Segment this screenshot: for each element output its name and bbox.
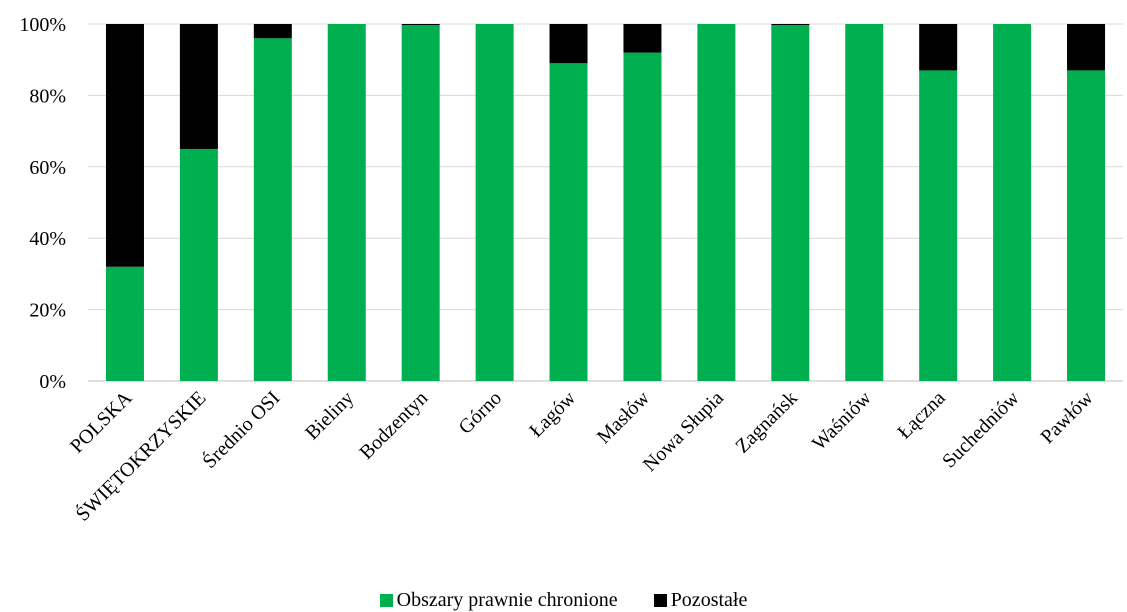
bar-segment-other — [549, 24, 588, 64]
x-tick-label: Łączna — [893, 387, 949, 443]
y-tick-label: 100% — [19, 14, 66, 36]
x-tick-label: Średnio OSI — [197, 386, 284, 473]
y-tick-label: 80% — [29, 85, 66, 107]
bar-segment-other — [1067, 24, 1106, 71]
x-tick-label: Bieliny — [301, 387, 358, 444]
bar-segment-other — [771, 24, 810, 26]
bar-segment-protected — [623, 52, 662, 382]
x-tick-label: Bodzentyn — [355, 387, 432, 464]
legend-swatch-protected — [379, 593, 393, 607]
bar-segment-protected — [401, 25, 440, 382]
bar-segment-protected — [179, 148, 218, 381]
bar-segment-other — [179, 24, 218, 149]
y-tick-label: 40% — [29, 228, 66, 250]
x-tick-label: Waśniów — [808, 387, 876, 455]
bar-segment-protected — [105, 266, 144, 381]
y-axis-ticks: 0% 20% 40% 60% 80% 100% — [19, 14, 66, 393]
bar-segment-protected — [771, 25, 810, 382]
bar-segment-protected — [919, 70, 958, 381]
x-tick-label: Pawłów — [1036, 387, 1098, 449]
x-tick-label: Nowa Słupia — [639, 387, 728, 476]
bar-segment-protected — [327, 24, 366, 381]
bar-segment-other — [253, 24, 292, 39]
legend-swatch-other — [653, 593, 667, 607]
legend: Obszary prawnie chronione Pozostałe — [0, 588, 1127, 612]
bars — [105, 24, 1106, 382]
bar-segment-protected — [1067, 70, 1106, 381]
bar-segment-protected — [993, 24, 1032, 381]
bar-segment-other — [105, 24, 144, 267]
bar-segment-protected — [475, 24, 514, 381]
x-tick-label: Górno — [454, 387, 506, 439]
legend-item-protected[interactable]: Obszary prawnie chronione — [379, 588, 618, 612]
bar-segment-other — [919, 24, 958, 71]
x-tick-label: Łagów — [525, 387, 580, 442]
x-tick-label: Zagnańsk — [731, 387, 802, 458]
bar-segment-other — [623, 24, 662, 53]
gridlines — [88, 23, 1123, 382]
bar-segment-protected — [845, 24, 884, 381]
x-tick-label: Suchedniów — [938, 387, 1024, 473]
bar-segment-protected — [253, 38, 292, 381]
x-tick-label: Masłów — [593, 387, 655, 449]
legend-item-other[interactable]: Pozostałe — [653, 588, 748, 612]
y-tick-label: 0% — [39, 371, 66, 393]
legend-label-protected: Obszary prawnie chronione — [396, 588, 618, 611]
x-tick-label: ŚWIĘTOKRZYSKIE — [70, 386, 210, 526]
legend-label-other: Pozostałe — [670, 588, 748, 611]
x-tick-label: POLSKA — [66, 387, 137, 458]
y-tick-label: 60% — [29, 157, 66, 179]
bar-segment-protected — [697, 24, 736, 381]
bar-segment-other — [401, 24, 440, 26]
y-tick-label: 20% — [29, 300, 66, 322]
bar-segment-protected — [549, 63, 588, 382]
